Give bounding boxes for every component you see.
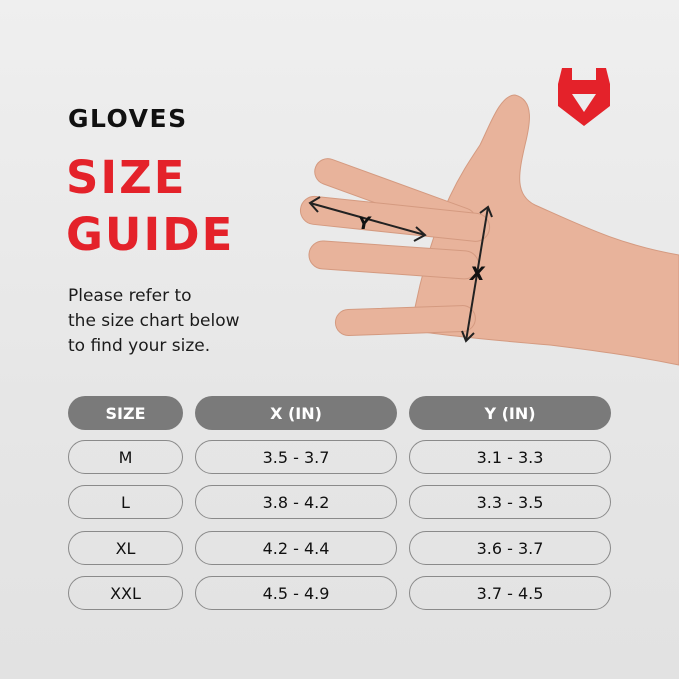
header-y: Y (IN)	[409, 396, 611, 430]
description-line: the size chart below	[68, 311, 240, 331]
y-dimension-label: Y	[358, 214, 372, 234]
description-line: to find your size.	[68, 336, 211, 356]
x-cell: 3.5 - 3.7	[195, 440, 397, 474]
x-dimension-label: X	[469, 263, 486, 285]
size-cell: XXL	[68, 576, 183, 610]
description-line: Please refer to	[68, 286, 192, 306]
brand-logo-icon	[558, 68, 610, 126]
x-cell: 3.8 - 4.2	[195, 485, 397, 519]
description: Please refer to the size chart below to …	[68, 284, 240, 359]
size-cell: M	[68, 440, 183, 474]
y-cell: 3.1 - 3.3	[409, 440, 611, 474]
y-cell: 3.7 - 4.5	[409, 576, 611, 610]
size-cell: L	[68, 485, 183, 519]
header-size: SIZE	[68, 396, 183, 430]
x-cell: 4.5 - 4.9	[195, 576, 397, 610]
kicker-heading: GLOVES	[68, 104, 188, 133]
y-cell: 3.6 - 3.7	[409, 531, 611, 565]
size-cell: XL	[68, 531, 183, 565]
hand-illustration: Y X	[299, 94, 679, 366]
title-line-2: GUIDE	[66, 208, 235, 261]
y-cell: 3.3 - 3.5	[409, 485, 611, 519]
title-line-1: SIZE	[66, 151, 187, 204]
x-cell: 4.2 - 4.4	[195, 531, 397, 565]
header-x: X (IN)	[195, 396, 397, 430]
